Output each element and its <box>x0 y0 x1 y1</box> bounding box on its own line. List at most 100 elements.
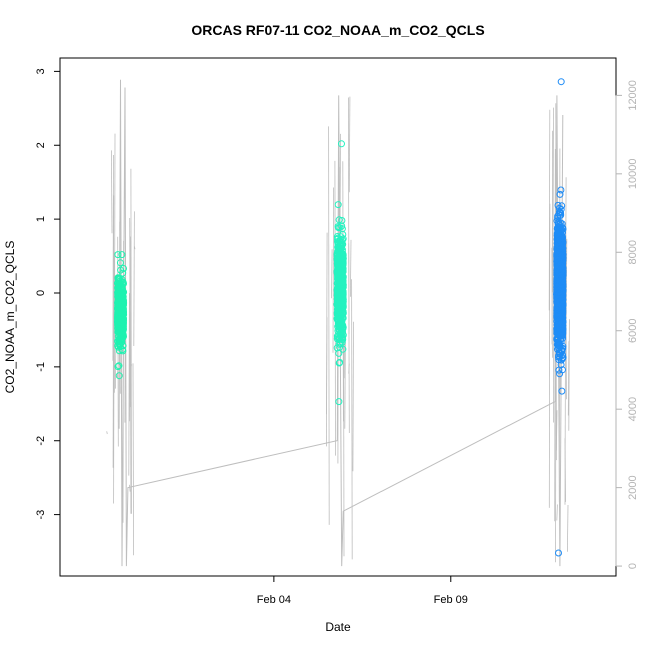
axes: -3 -2 -1 0 1 2 3 0 2000 4000 6000 8000 10000 12000 Feb… <box>35 68 639 606</box>
y2-tick-label: 4000 <box>627 397 639 421</box>
data-point <box>335 349 343 357</box>
data-point <box>335 336 343 344</box>
data-point <box>115 280 123 288</box>
data-point <box>336 358 344 366</box>
y-tick-label: 2 <box>35 142 47 148</box>
data-point <box>337 327 345 335</box>
altitude-segment <box>552 221 554 423</box>
altitude-segment <box>113 252 115 504</box>
altitude-segment <box>331 249 333 299</box>
altitude-segment <box>350 239 352 297</box>
data-point <box>559 287 567 295</box>
data-point <box>557 298 564 306</box>
data-point <box>116 306 124 314</box>
altitude-segment <box>132 363 135 556</box>
altitude-segment <box>565 238 568 319</box>
altitude-segment <box>130 168 132 514</box>
data-point <box>118 289 126 297</box>
data-point <box>114 251 122 259</box>
data-point <box>334 201 342 209</box>
data-point <box>553 278 561 286</box>
y2-tick-label: 0 <box>627 563 639 569</box>
data-points <box>114 78 567 557</box>
data-point <box>556 280 564 288</box>
data-point <box>338 261 346 269</box>
altitude-segment <box>129 236 132 514</box>
altitude-segment <box>112 154 114 361</box>
data-point <box>114 337 122 345</box>
y2-tick-label: 10000 <box>627 159 639 190</box>
data-point <box>114 306 122 314</box>
data-point <box>335 216 343 224</box>
data-point <box>555 312 563 320</box>
data-point <box>114 363 122 371</box>
altitude-segment <box>551 130 553 345</box>
data-point <box>339 325 347 333</box>
data-point <box>557 267 565 275</box>
altitude-segment <box>332 187 335 353</box>
data-point <box>554 331 562 339</box>
x-tick-label: Feb 09 <box>434 594 468 606</box>
data-point <box>559 342 567 350</box>
data-point <box>336 289 344 297</box>
data-point <box>115 341 123 349</box>
altitude-segment <box>129 217 131 408</box>
altitude-segment <box>344 336 346 429</box>
data-point <box>556 234 564 242</box>
data-point <box>555 240 563 248</box>
altitude-segment <box>564 438 566 502</box>
altitude-segment <box>352 321 354 472</box>
y-tick-label: 0 <box>35 290 47 296</box>
y-tick-label: -1 <box>35 362 47 372</box>
data-point <box>554 334 562 342</box>
chart-title: ORCAS RF07-11 CO2_NOAA_m_CO2_QCLS <box>191 22 484 38</box>
data-point <box>556 208 564 216</box>
altitude-segment <box>325 317 328 447</box>
data-point <box>557 211 565 219</box>
data-point <box>338 277 346 285</box>
data-point <box>115 317 123 325</box>
altitude-segment <box>129 313 131 422</box>
data-point <box>336 236 344 243</box>
data-point <box>557 321 565 329</box>
altitude-segment <box>556 504 558 521</box>
altitude-segment <box>351 279 353 560</box>
data-point <box>338 225 346 233</box>
data-point <box>554 308 562 316</box>
data-point <box>334 276 342 284</box>
x-axis-label: Date <box>325 620 351 634</box>
altitude-segment <box>568 319 570 431</box>
y2-tick-label: 6000 <box>627 318 639 342</box>
data-point <box>556 262 564 270</box>
data-point <box>334 223 342 231</box>
altitude-segment <box>328 126 330 525</box>
data-point <box>334 235 341 243</box>
data-point <box>335 398 343 406</box>
data-point <box>118 333 126 341</box>
data-point <box>338 217 346 224</box>
data-point <box>337 293 345 301</box>
altitude-segment <box>106 431 108 435</box>
altitude-segment <box>567 504 569 552</box>
data-point <box>335 272 343 280</box>
data-point <box>559 239 567 247</box>
altitude-segment <box>347 97 350 335</box>
altitude-segment <box>567 341 570 416</box>
data-point <box>556 353 564 361</box>
data-point <box>115 281 123 289</box>
data-point <box>335 267 343 275</box>
data-point <box>339 336 347 344</box>
data-point <box>339 259 347 267</box>
y-tick-label: 3 <box>35 68 47 74</box>
data-point <box>557 78 565 86</box>
data-point <box>118 276 126 284</box>
data-point <box>554 321 562 329</box>
altitude-segment <box>133 211 135 347</box>
y-axis-label: CO2_NOAA_m_CO2_QCLS <box>3 241 17 394</box>
y-tick-label: 1 <box>35 216 47 222</box>
data-point <box>556 190 564 198</box>
data-point <box>336 343 344 351</box>
data-point <box>338 280 346 288</box>
y2-tick-label: 8000 <box>627 240 639 264</box>
